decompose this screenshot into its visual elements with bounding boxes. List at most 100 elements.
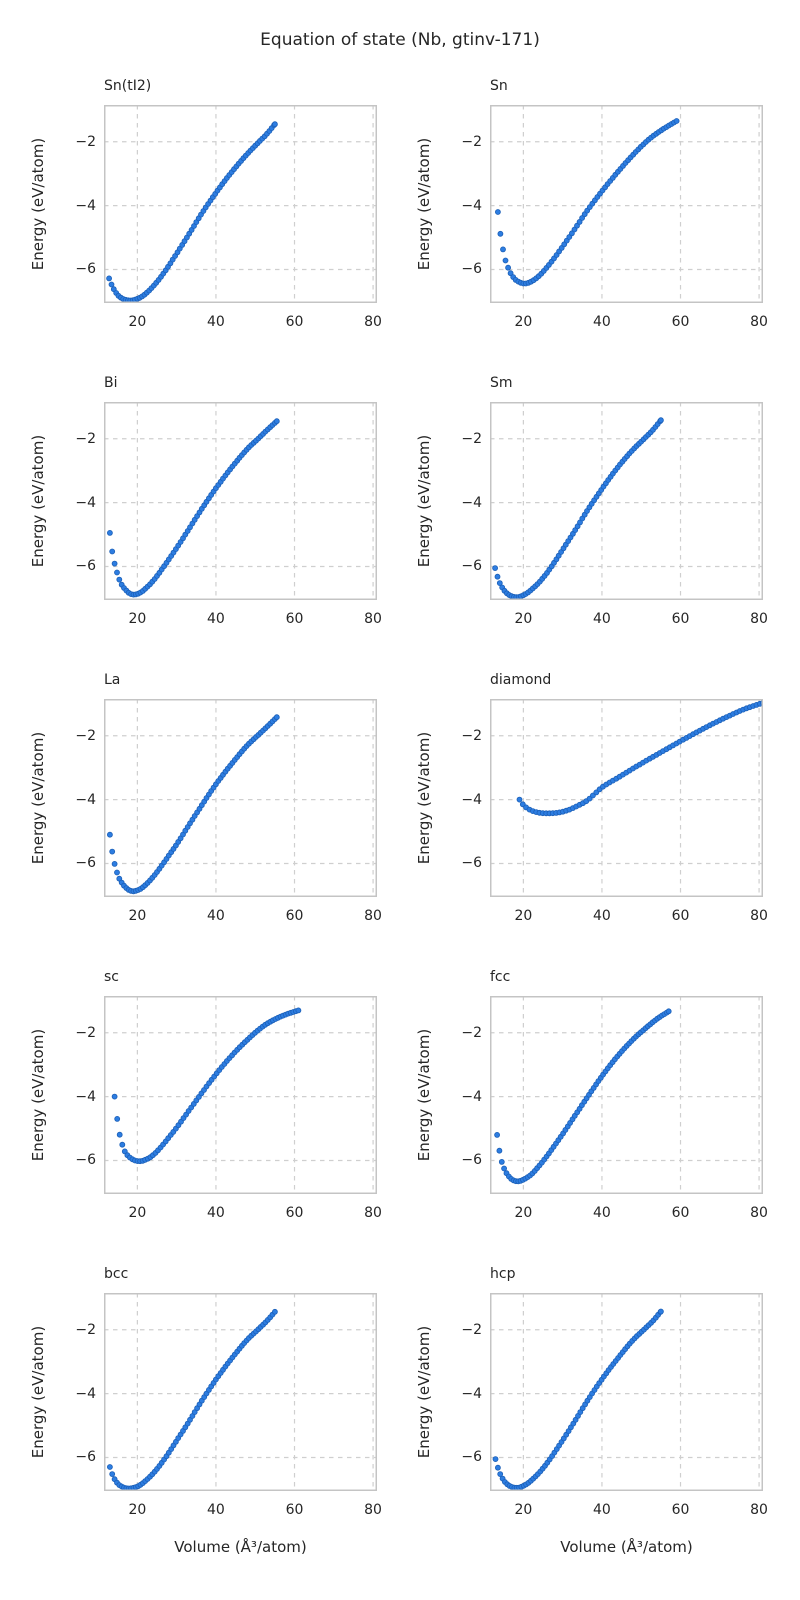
gridlines (104, 402, 377, 600)
ytick-label: −2 (461, 1024, 482, 1041)
xtick-label: 80 (750, 1502, 768, 1518)
plot-area-bcc (104, 1293, 377, 1491)
data-point (507, 270, 514, 277)
scatter-series-sn-ti2- (106, 121, 278, 303)
xtick-label: 40 (207, 1205, 225, 1221)
plot-area-sn-ti2- (104, 105, 377, 303)
gridlines (490, 1293, 763, 1491)
scatter-series-diamond (516, 699, 763, 817)
plot-border (104, 996, 377, 1194)
y-axis-label: Energy (eV/atom) (415, 1325, 433, 1459)
ytick-label: −6 (75, 558, 96, 575)
ytick-label: −2 (461, 727, 482, 744)
y-axis-label: Energy (eV/atom) (29, 1325, 47, 1459)
xtick-label: 80 (750, 908, 768, 924)
scatter-series-la (107, 714, 280, 895)
data-point (492, 565, 498, 572)
subplot-title-bcc: bcc (104, 1266, 129, 1282)
ytick-label: −4 (461, 494, 482, 511)
xtick-label: 80 (364, 611, 382, 627)
xtick-label: 60 (285, 1502, 304, 1518)
xtick-label: 40 (593, 908, 611, 924)
plot-border (104, 105, 377, 303)
ytick-label: −4 (461, 1385, 482, 1402)
y-axis-label: Energy (eV/atom) (415, 731, 433, 865)
plot-border (490, 105, 763, 303)
data-point (111, 560, 118, 567)
gridlines (104, 105, 377, 303)
y-axis-label: Energy (eV/atom) (29, 434, 47, 568)
ytick-label: −2 (75, 430, 96, 447)
xtick-label: 20 (514, 908, 533, 924)
data-point (505, 264, 512, 271)
xtick-label: 60 (671, 1205, 690, 1221)
ytick-label: −6 (75, 855, 96, 872)
plot-border (104, 402, 377, 600)
figure-title: Equation of state (Nb, gtinv-171) (260, 30, 540, 50)
xtick-label: 20 (128, 908, 147, 924)
plot-border (490, 1293, 763, 1491)
data-point (271, 121, 278, 128)
data-point (111, 860, 118, 867)
ytick-label: −2 (75, 133, 96, 150)
subplot-title-la: La (104, 672, 121, 688)
xtick-label: 80 (750, 611, 768, 627)
xtick-label: 40 (593, 611, 611, 627)
gridlines (490, 699, 763, 897)
subplot-title-hcp: hcp (490, 1266, 516, 1282)
data-point (497, 230, 504, 237)
xtick-label: 20 (128, 314, 147, 330)
xtick-label: 60 (285, 1205, 304, 1221)
data-point (273, 418, 280, 425)
data-point (497, 1471, 504, 1478)
data-point (295, 1007, 302, 1014)
ytick-label: −6 (75, 1152, 96, 1169)
xtick-label: 80 (364, 908, 382, 924)
plot-area-la (104, 699, 377, 897)
data-point (119, 1141, 126, 1148)
data-point (657, 1308, 664, 1315)
xtick-label: 60 (285, 314, 304, 330)
plot-area-diamond (490, 699, 763, 897)
data-point (108, 281, 115, 288)
ytick-label: −6 (75, 261, 96, 278)
ytick-label: −6 (461, 1152, 482, 1169)
data-point (516, 796, 523, 803)
xtick-label: 40 (593, 1502, 611, 1518)
scatter-series-sc (111, 1007, 302, 1165)
x-axis-label: Volume (Å³/atom) (174, 1538, 307, 1556)
ytick-label: −4 (461, 1088, 482, 1105)
data-point (498, 1158, 505, 1165)
plot-area-bi (104, 402, 377, 600)
xtick-label: 80 (750, 314, 768, 330)
plot-area-sc (104, 996, 377, 1194)
subplot-title-sn: Sn (490, 78, 508, 94)
subplot-title-sc: sc (104, 969, 119, 985)
data-point (109, 548, 116, 555)
data-point (107, 831, 113, 838)
data-point (492, 1456, 499, 1463)
data-point (495, 1464, 501, 1471)
ytick-label: −6 (461, 1449, 482, 1466)
plot-border (490, 996, 763, 1194)
xtick-label: 20 (128, 1502, 147, 1518)
plot-border (490, 699, 763, 897)
xtick-label: 20 (514, 1205, 533, 1221)
ytick-label: −6 (461, 261, 482, 278)
data-point (502, 257, 509, 264)
data-point (496, 1147, 503, 1154)
data-point (273, 714, 280, 721)
data-point (657, 417, 664, 424)
gridlines (490, 996, 763, 1194)
xtick-label: 40 (207, 908, 225, 924)
data-point (116, 576, 123, 583)
xtick-label: 20 (514, 611, 533, 627)
gridlines (104, 996, 377, 1194)
y-axis-label: Energy (eV/atom) (29, 137, 47, 271)
plot-area-sn (490, 105, 763, 303)
gridlines (104, 1293, 377, 1491)
subplot-title-sm: Sm (490, 375, 513, 391)
scatter-series-fcc (494, 1008, 672, 1185)
data-point (114, 869, 120, 876)
x-axis-label: Volume (Å³/atom) (560, 1538, 693, 1556)
